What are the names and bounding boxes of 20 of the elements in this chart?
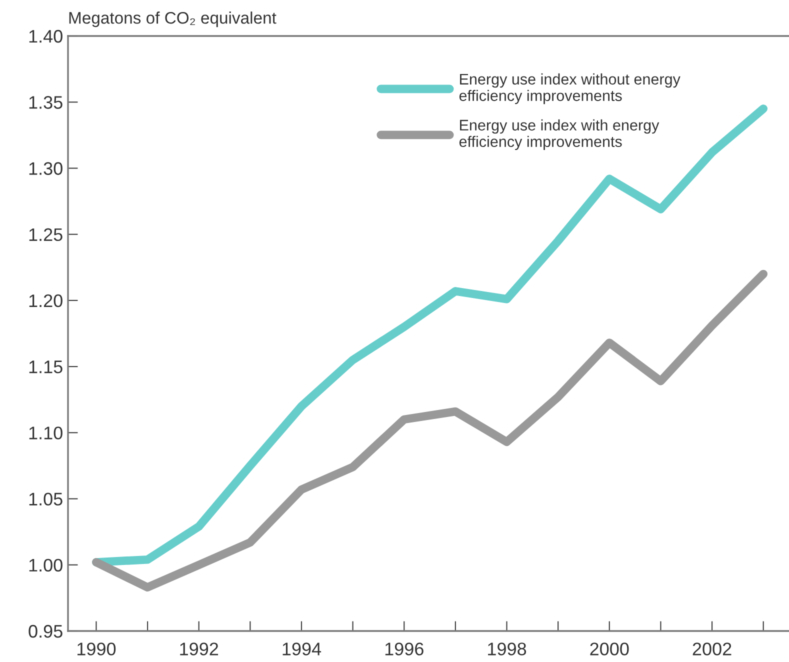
y-tick-label: 0.95: [28, 624, 62, 638]
y-tick-label: 1.35: [29, 96, 62, 109]
y-tick-label: 1.10: [29, 426, 62, 440]
y-tick-label: 1.05: [29, 492, 62, 506]
x-tick-label: 1992: [180, 642, 218, 656]
y-tick-label: 1.25: [29, 228, 62, 242]
y-tick-label: 1.00: [29, 558, 62, 572]
x-tick-label: 2000: [590, 642, 629, 656]
y-axis-title: Megatons of CO₂ equivalent: [69, 12, 276, 28]
legend-label: Energy use index with energy efficiency improvements: [459, 119, 660, 150]
x-tick-label: 1998: [488, 642, 526, 656]
x-tick-label: 1990: [78, 642, 116, 656]
x-tick-label: 1996: [385, 642, 424, 656]
legend-label: Energy use index without energy efficiency improvements: [459, 73, 680, 104]
x-tick-label: 2002: [692, 642, 732, 656]
y-tick-label: 1.40: [29, 30, 62, 43]
y-tick-label: 1.15: [29, 360, 62, 374]
y-tick-label: 1.30: [29, 162, 62, 175]
x-tick-label: 1994: [282, 642, 322, 656]
y-tick-label: 1.20: [29, 294, 62, 308]
